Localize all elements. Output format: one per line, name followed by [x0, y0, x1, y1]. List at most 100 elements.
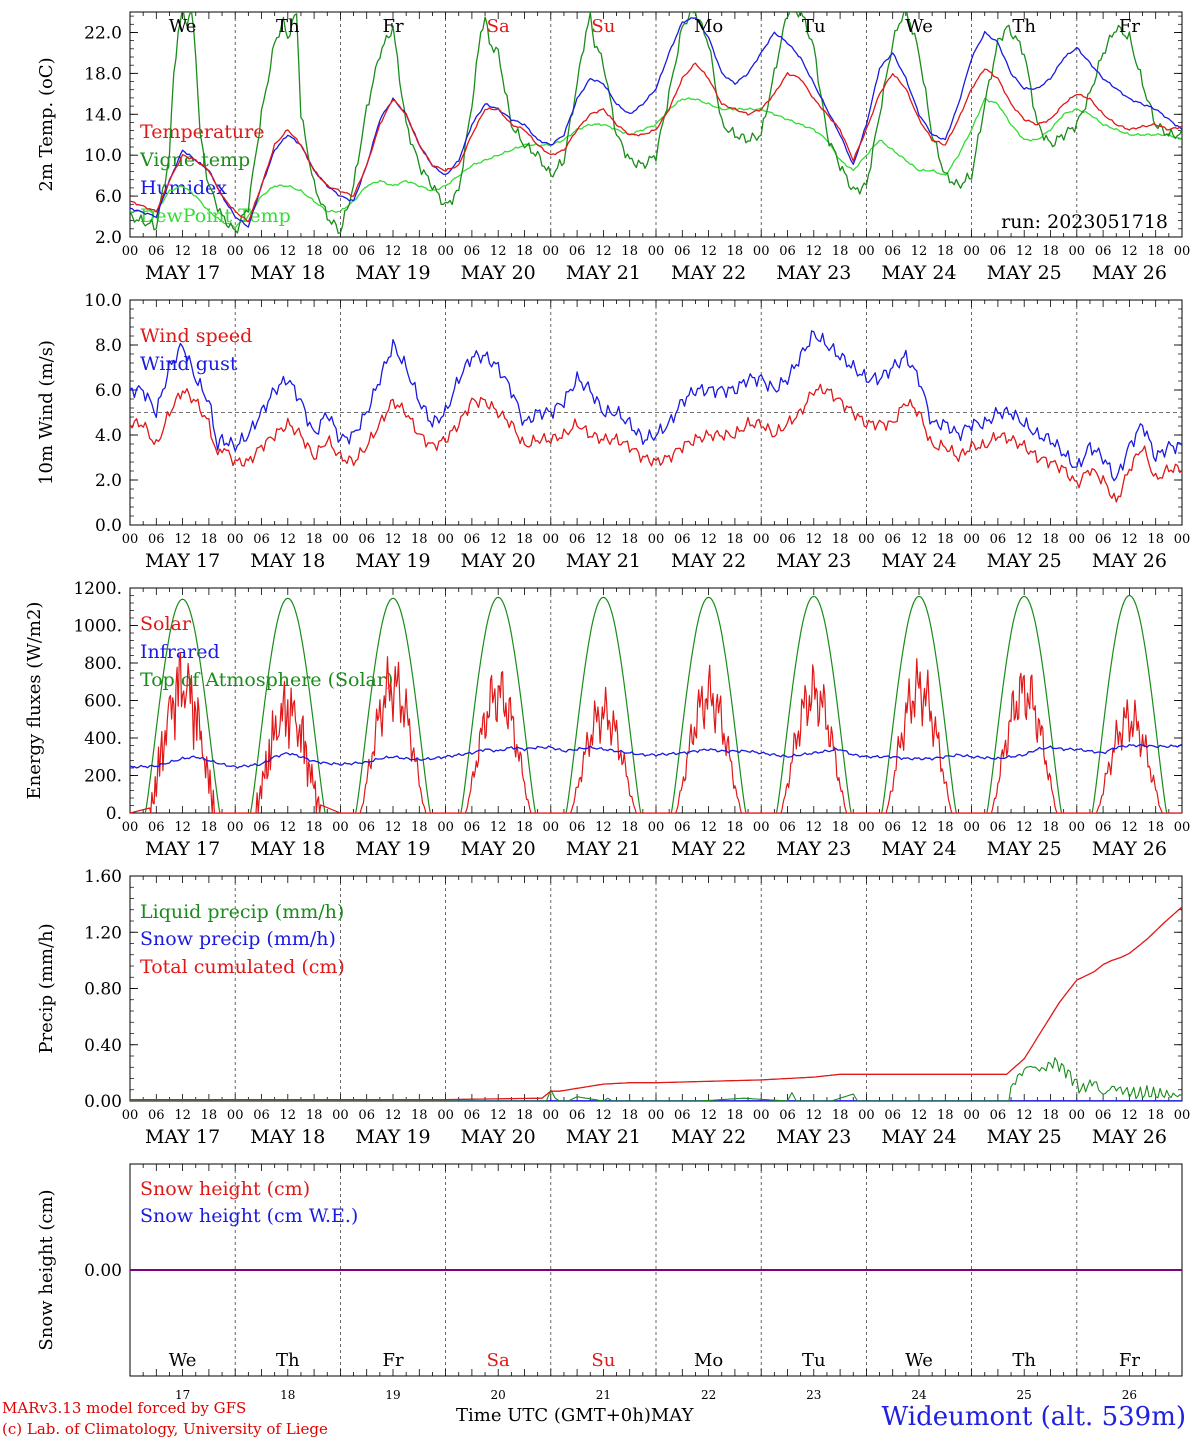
- series-line: [130, 62, 1182, 223]
- hour-label: 06: [148, 244, 165, 259]
- date-label: MAY 26: [1092, 262, 1167, 284]
- toa-curve: [670, 596, 747, 813]
- hour-label: 12: [280, 244, 297, 259]
- hour-label: 18: [306, 244, 323, 259]
- date-label: MAY 22: [671, 262, 746, 284]
- hour-label: 18: [516, 1108, 533, 1123]
- series-line: [130, 743, 1182, 769]
- hour-label: 12: [280, 532, 297, 547]
- hour-label: 06: [674, 532, 691, 547]
- hour-label: 06: [569, 244, 586, 259]
- hour-label: 06: [464, 532, 481, 547]
- weekday-label: Sa: [487, 16, 510, 37]
- date-label: MAY 25: [987, 262, 1062, 284]
- hour-label: 18: [1147, 820, 1164, 835]
- weekday-label: Th: [1012, 16, 1036, 37]
- hour-label: 12: [1016, 1108, 1033, 1123]
- hour-label: 12: [1121, 532, 1138, 547]
- y-tick-label: 14.0: [84, 105, 122, 125]
- hour-label: 12: [490, 532, 507, 547]
- date-label: MAY 17: [145, 262, 220, 284]
- hour-label: 18: [411, 1108, 428, 1123]
- y-tick-label: 8.0: [95, 336, 122, 356]
- solar-curve: [445, 671, 551, 813]
- day-number-label: 21: [596, 1388, 611, 1402]
- date-label: MAY 18: [250, 1126, 325, 1148]
- legend-entry: Snow height (cm): [140, 1178, 310, 1200]
- hour-label: 18: [832, 244, 849, 259]
- weekday-label: Th: [276, 1350, 300, 1371]
- hour-label: 12: [806, 820, 823, 835]
- hour-label: 06: [674, 1108, 691, 1123]
- hour-label: 18: [306, 532, 323, 547]
- solar-curve: [235, 680, 341, 813]
- hour-label: 06: [148, 532, 165, 547]
- weekday-label: Mo: [694, 16, 723, 37]
- hour-label: 00: [227, 1108, 244, 1123]
- y-tick-label: 1.60: [84, 867, 122, 887]
- series-group: [130, 594, 1182, 813]
- y-axis-label: Precip (mm/h): [36, 923, 57, 1053]
- date-label: MAY 17: [145, 838, 220, 860]
- weekday-label: We: [169, 1350, 197, 1371]
- legend-entry: Wind speed: [140, 325, 252, 347]
- hour-label: 18: [516, 820, 533, 835]
- hour-label: 00: [1069, 532, 1086, 547]
- date-label: MAY 19: [355, 838, 430, 860]
- weekday-label: Su: [591, 16, 615, 37]
- toa-curve: [144, 598, 221, 813]
- hour-label: 18: [621, 1108, 638, 1123]
- hour-label: 18: [1042, 244, 1059, 259]
- weekday-label: Tu: [802, 1350, 826, 1371]
- hour-label: 00: [858, 820, 875, 835]
- hour-label: 18: [832, 532, 849, 547]
- hour-label: 00: [437, 532, 454, 547]
- date-label: MAY 21: [566, 550, 641, 572]
- hour-label: 06: [990, 244, 1007, 259]
- y-axis-label: 10m Wind (m/s): [36, 340, 57, 485]
- date-label: MAY 21: [566, 838, 641, 860]
- hour-label: 06: [253, 532, 270, 547]
- legend-entry: Wind gust: [140, 353, 238, 375]
- hour-label: 12: [385, 1108, 402, 1123]
- series-line: [130, 97, 1182, 229]
- hour-label: 18: [1042, 532, 1059, 547]
- hour-label: 12: [806, 244, 823, 259]
- solar-curve: [130, 652, 236, 813]
- date-label: MAY 21: [566, 262, 641, 284]
- toa-curve: [460, 596, 537, 813]
- temperature-panel: 2.0 6.0 10.0 14.0 18.0 22.0 2m Temp. (oC) 00 06 1…: [36, 11, 1190, 284]
- y-tick-label: 18.0: [84, 64, 122, 84]
- toa-curve: [1091, 594, 1168, 813]
- hour-label: 12: [1121, 244, 1138, 259]
- time-axis-label: Time UTC (GMT+0h): [456, 1405, 651, 1426]
- toa-curve: [986, 595, 1063, 813]
- y-tick-label: 0.40: [84, 1036, 122, 1056]
- hour-label: 00: [648, 244, 665, 259]
- hour-label: 00: [543, 820, 560, 835]
- date-label: MAY 20: [461, 550, 536, 572]
- date-label: MAY 19: [355, 262, 430, 284]
- y-tick-label: 22.0: [84, 23, 122, 43]
- hour-label: 06: [253, 1108, 270, 1123]
- hour-label: 00: [1069, 244, 1086, 259]
- hour-label: 18: [621, 244, 638, 259]
- series-group: [130, 906, 1182, 1101]
- weekday-label: Mo: [694, 1350, 723, 1371]
- hour-label: 06: [1095, 532, 1112, 547]
- series-group: [130, 330, 1182, 503]
- y-axis-label: 2m Temp. (oC): [36, 57, 57, 191]
- hour-label: 18: [201, 820, 218, 835]
- hour-label: 06: [148, 820, 165, 835]
- hour-label: 18: [937, 244, 954, 259]
- hour-label: 12: [174, 244, 191, 259]
- legend-entry: Snow height (cm W.E.): [140, 1205, 358, 1227]
- hour-label: 00: [543, 532, 560, 547]
- date-label: MAY 18: [250, 550, 325, 572]
- date-label: MAY 18: [250, 838, 325, 860]
- hour-label: 06: [674, 244, 691, 259]
- hour-label: 12: [700, 820, 717, 835]
- weekday-label: Fr: [382, 16, 403, 37]
- snow-height-panel: 0.00 Snow height (cm) Snow height (cm) Snow…: [36, 1163, 1183, 1402]
- y-tick-label: 0.00: [84, 1092, 122, 1112]
